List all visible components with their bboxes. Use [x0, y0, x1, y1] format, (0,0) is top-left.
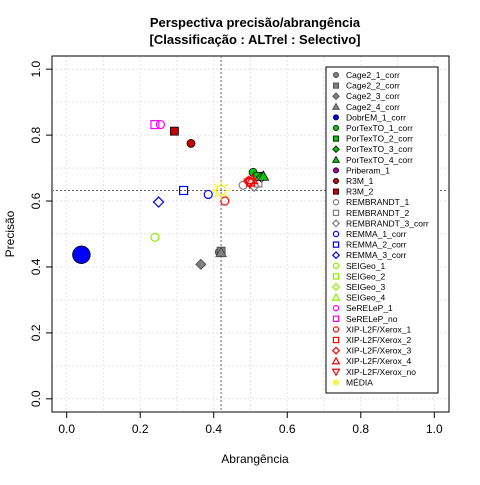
legend-label: XIP-L2F/Xerox_1 [346, 324, 411, 334]
x-tick-label: 0.8 [352, 422, 369, 436]
legend-marker [333, 379, 339, 386]
data-point [243, 178, 256, 190]
chart-subtitle: [Classificação : ALTrel : Selectivo] [150, 32, 361, 47]
legend-label: SeRELeP_1 [346, 303, 393, 313]
legend-marker [332, 114, 339, 121]
legend-label: PorTexTO_2_corr [346, 134, 413, 144]
data-point [220, 196, 230, 206]
legend-label: XIP-L2F/Xerox_4 [346, 356, 411, 366]
data-point [195, 258, 207, 270]
legend-label: XIP-L2F/Xerox_2 [346, 335, 411, 345]
data-point [155, 119, 166, 130]
axes: 0.0 0.2 0.4 0.6 0.8 1.0 0.0 0.2 0.4 0.6 0.8 1.0 [29, 55, 450, 436]
legend-label: R3M_2 [346, 187, 374, 197]
legend-marker [331, 155, 341, 163]
legend-marker [331, 219, 341, 228]
reference-lines [52, 56, 449, 412]
legend-label: PorTexTO_1_corr [346, 123, 413, 133]
x-tick-label: 0.2 [132, 422, 149, 436]
chart-title: Perspectiva precisão/abrangência [150, 15, 361, 30]
legend-marker [332, 82, 339, 89]
legend-marker [332, 177, 339, 184]
legend-label: PorTexTO_4_corr [346, 155, 413, 165]
legend-label: REMBRANDT_2 [346, 208, 410, 218]
legend-marker [332, 167, 339, 174]
legend-marker [332, 135, 339, 142]
y-tick-label: 0.0 [29, 390, 43, 407]
y-tick-label: 0.2 [29, 324, 43, 341]
data-point [152, 196, 165, 208]
legend-label: XIP-L2F/Xerox_no [346, 367, 416, 377]
data-point [170, 126, 179, 136]
data-point [203, 189, 213, 200]
legend-marker [332, 198, 340, 206]
legend-label: Cage2_3_corr [346, 91, 400, 101]
legend-marker [331, 282, 341, 292]
y-tick-label: 1.0 [29, 61, 43, 78]
legend: Cage2_1_corrCage2_2_corrCage2_3_corrCage… [325, 66, 439, 394]
legend-marker [332, 188, 339, 195]
legend-label: REMBRANDT_1 [346, 197, 410, 207]
legend-label: MÉDIA [346, 377, 373, 387]
legend-label: REMMA_3_corr [346, 250, 407, 260]
data-point [178, 185, 189, 196]
legend-marker [331, 102, 341, 110]
data-point [211, 181, 231, 200]
data-point [215, 246, 227, 258]
legend-label: R3M_1 [346, 176, 374, 186]
legend-label: SEIGeo_4 [346, 293, 385, 303]
y-axis-label: Precisão [3, 210, 17, 257]
data-point [72, 245, 91, 264]
legend-marker [332, 209, 340, 216]
data-point [186, 138, 196, 148]
legend-label: SEIGeo_2 [346, 271, 385, 281]
legend-marker [332, 72, 339, 79]
legend-marker [332, 230, 340, 238]
legend-label: REMMA_2_corr [346, 240, 407, 250]
legend-marker [331, 251, 341, 260]
legend-label: XIP-L2F/Xerox_3 [346, 346, 411, 356]
legend-label: DobrEM_1_corr [346, 112, 406, 122]
plot-frame [51, 55, 450, 413]
legend-marker [332, 92, 340, 101]
data-point [257, 170, 270, 181]
data-point [150, 232, 160, 242]
legend-marker [332, 273, 340, 280]
y-tick-label: 0.8 [29, 126, 43, 143]
legend-label: REMMA_1_corr [346, 229, 407, 239]
x-tick-label: 0.0 [58, 422, 75, 436]
legend-marker [331, 368, 341, 377]
legend-label: SEIGeo_1 [346, 261, 385, 271]
data-points [72, 119, 270, 270]
legend-label: REMBRANDT_3_corr [346, 218, 429, 228]
legend-label: Priberam_1 [346, 165, 390, 175]
x-axis-label: Abrangência [221, 452, 289, 466]
x-tick-label: 0.4 [205, 422, 222, 436]
x-tick-label: 0.6 [279, 422, 296, 436]
legend-label: Cage2_2_corr [346, 81, 400, 91]
legend-label: Cage2_4_corr [346, 102, 400, 112]
legend-label: Cage2_1_corr [346, 70, 400, 80]
legend-marker [332, 125, 339, 132]
legend-marker [331, 356, 341, 365]
data-point [150, 119, 160, 130]
legend-marker [332, 326, 340, 333]
legend-marker [332, 315, 340, 323]
y-tick-label: 0.4 [29, 258, 43, 275]
legend-marker [332, 145, 340, 154]
legend-marker [332, 241, 340, 248]
legend-marker [332, 262, 340, 269]
x-tick-label: 1.0 [426, 422, 443, 436]
legend-box [325, 66, 439, 394]
legend-marker [332, 336, 340, 344]
legend-label: PorTexTO_3_corr [346, 144, 413, 154]
legend-label: SeRELeP_no [346, 314, 398, 324]
y-tick-label: 0.6 [29, 192, 43, 209]
legend-marker [331, 293, 341, 301]
legend-marker [331, 346, 341, 355]
legend-label: SEIGeo_3 [346, 282, 385, 292]
legend-marker [332, 305, 340, 312]
